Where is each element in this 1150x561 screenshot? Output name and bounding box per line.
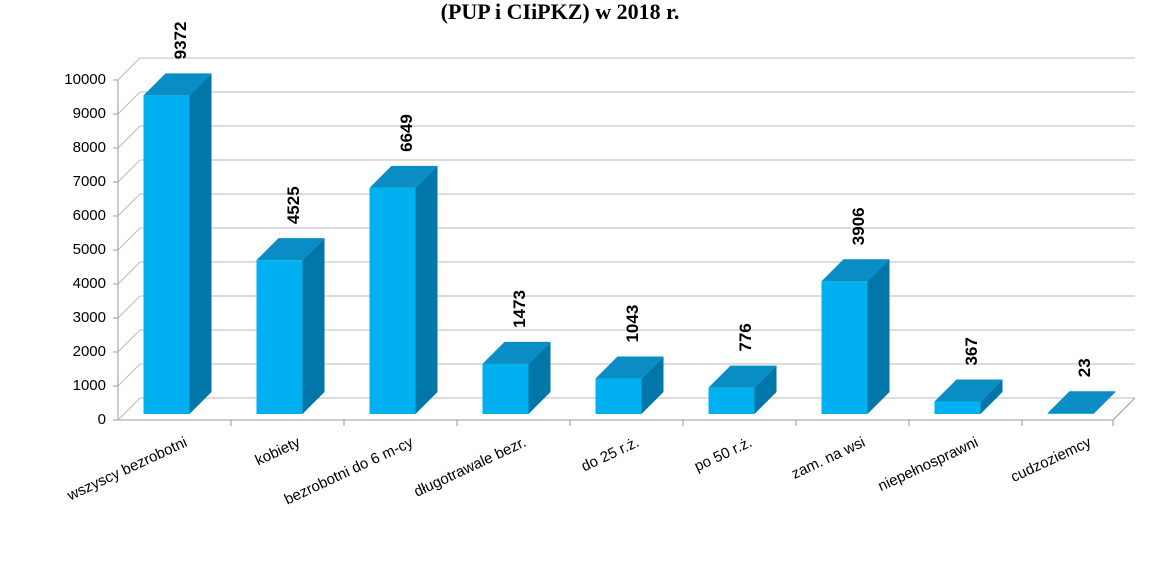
value-label: 776 (736, 323, 755, 351)
bar-group (821, 259, 890, 414)
x-tick-label: niepełnosprawni (875, 434, 980, 495)
bar-group (256, 238, 325, 414)
grid-line (117, 125, 1135, 149)
bar-top (821, 259, 890, 282)
bar-group (934, 379, 1003, 414)
y-tick-label: 5000 (73, 241, 106, 258)
bar-group (482, 341, 551, 414)
x-tick-label: zam. na wsi (789, 434, 868, 483)
value-label: 1043 (623, 305, 642, 343)
y-tick-label: 3000 (73, 309, 106, 326)
bar-group (708, 365, 777, 414)
value-label: 3906 (849, 207, 868, 245)
bar (708, 387, 755, 414)
y-tick-label: 1000 (73, 377, 106, 394)
chart-title: (PUP i CIiPKZ) w 2018 r. (441, 0, 680, 24)
bar-top (934, 379, 1003, 402)
bar (482, 363, 529, 414)
value-label: 367 (962, 337, 981, 365)
bar-top (369, 165, 438, 188)
bar-group (1047, 391, 1116, 414)
bar (143, 95, 190, 415)
bar-side (754, 365, 777, 414)
bar-side (302, 238, 325, 414)
bar-side (641, 356, 664, 414)
grid-line (117, 329, 1135, 353)
floor-right (1112, 397, 1136, 421)
bar-side (980, 379, 1003, 414)
bar-top (1047, 391, 1116, 414)
x-tick-label: cudzoziemcy (1008, 434, 1094, 486)
x-tick-label: po 50 r.ż. (692, 434, 755, 475)
bar-top (708, 365, 777, 388)
bar (821, 281, 868, 414)
bar-top (143, 73, 212, 96)
bar-group (595, 356, 664, 414)
value-label: 6649 (397, 114, 416, 152)
y-tick-label: 0 (98, 411, 106, 428)
grid-line (117, 295, 1135, 319)
grid-line (117, 261, 1135, 285)
bar (934, 401, 981, 414)
bar (1047, 413, 1094, 414)
bar-side (189, 73, 212, 415)
bar-top (595, 356, 664, 379)
bar (256, 260, 303, 414)
value-label: 9372 (171, 22, 190, 60)
grid-line (117, 91, 1135, 115)
y-tick-label: 6000 (73, 207, 106, 224)
x-tick-label: długotrawale bezr. (411, 434, 529, 501)
bar-side (528, 341, 551, 414)
value-label: 23 (1075, 358, 1094, 377)
y-tick-label: 4000 (73, 275, 106, 292)
value-label: 1473 (510, 290, 529, 328)
bar (369, 187, 416, 414)
grid-line (117, 397, 1135, 421)
grid-line (117, 159, 1135, 183)
x-tick-label: bezrobotni do 6 m-cy (282, 434, 417, 509)
bar-group (143, 73, 212, 415)
y-tick-label: 8000 (73, 139, 106, 156)
y-tick-label: 10000 (64, 71, 106, 88)
bar (595, 378, 642, 414)
x-tick-label: wszyscy bezrobotni (64, 434, 190, 505)
grid-line (117, 57, 1135, 81)
x-tick-label: do 25 r.ż. (579, 434, 642, 475)
y-tick-label: 2000 (73, 343, 106, 360)
y-tick-label: 7000 (73, 173, 106, 190)
bar-top (482, 341, 551, 364)
x-tick-label: kobiety (253, 434, 304, 470)
bar-side (415, 165, 438, 414)
grid-line (117, 363, 1135, 387)
value-label: 4525 (284, 186, 303, 224)
bar-side (1093, 391, 1116, 414)
y-tick-label: 9000 (73, 105, 106, 122)
bar-side (867, 259, 890, 414)
bar-group (369, 165, 438, 414)
bar-top (256, 238, 325, 261)
grid-line (117, 227, 1135, 251)
grid-line (117, 193, 1135, 217)
